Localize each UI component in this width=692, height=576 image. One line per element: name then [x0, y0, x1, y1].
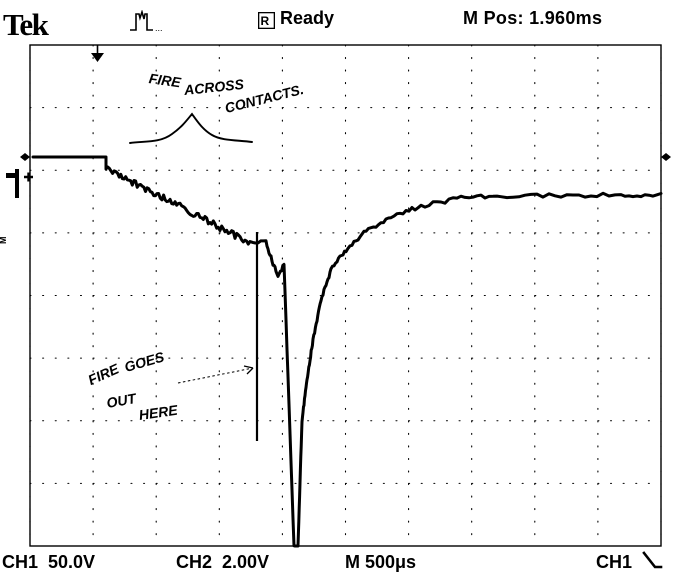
svg-text:M: M [0, 237, 8, 245]
svg-text:R: R [261, 14, 270, 28]
svg-text:...: ... [155, 23, 163, 32]
